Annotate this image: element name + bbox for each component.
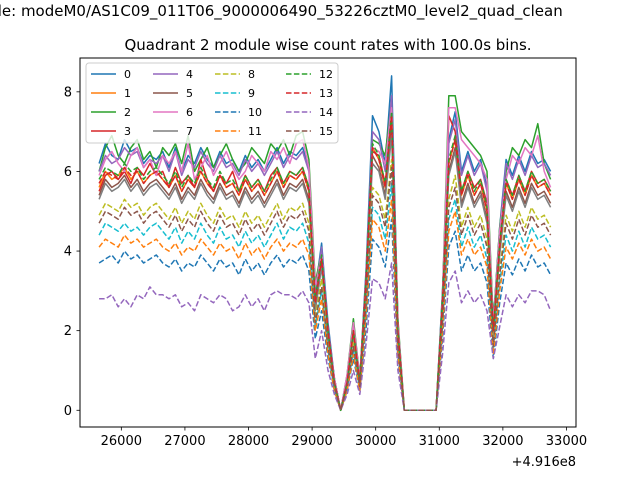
series-line-10 [98, 218, 552, 412]
legend-box [85, 62, 339, 144]
axes-frame [79, 57, 577, 428]
legend-label-3: 3 [124, 125, 131, 138]
y-tick-label: 0 [64, 404, 72, 419]
y-tick-label: 8 [64, 85, 72, 100]
series-line-15 [98, 166, 552, 412]
x-tick-label: 32000 [482, 434, 523, 449]
x-axis-ticks: 26000 27000 28000 29000 30000 31000 32000 33000 [101, 427, 587, 449]
legend-label-5: 5 [186, 87, 193, 100]
series-line-12 [98, 110, 552, 412]
legend-label-11: 11 [248, 125, 262, 138]
legend-label-4: 4 [186, 68, 193, 81]
series-line-14 [99, 262, 552, 412]
legend-label-1: 1 [124, 87, 131, 100]
x-tick-label: 30000 [355, 434, 396, 449]
x-tick-label: 26000 [101, 434, 142, 449]
legend-label-7: 7 [186, 125, 193, 138]
legend-label-0: 0 [124, 68, 131, 81]
x-tick-label: 33000 [546, 434, 587, 449]
y-tick-label: 2 [64, 324, 72, 339]
plot-lines [98, 75, 552, 412]
series-line-9 [98, 182, 552, 412]
legend-label-2: 2 [124, 106, 131, 119]
series-line-7 [98, 134, 552, 412]
x-offset-label: +4.916e8 [512, 455, 576, 470]
x-tick-label: 29000 [291, 434, 332, 449]
legend-label-10: 10 [248, 106, 262, 119]
y-axis-ticks: 0 2 4 6 8 [64, 85, 80, 419]
legend-label-12: 12 [319, 68, 333, 81]
x-tick-label: 28000 [228, 434, 269, 449]
x-tick-label: 31000 [419, 434, 460, 449]
y-tick-label: 6 [64, 165, 72, 180]
chart-title: Quadrant 2 module wise count rates with … [124, 36, 531, 54]
y-tick-label: 4 [64, 245, 72, 260]
figure-suptitle: n file: modeM0/AS1C09_011T06_9000006490_… [0, 2, 563, 20]
legend-label-6: 6 [186, 106, 193, 119]
legend-label-9: 9 [248, 87, 255, 100]
x-tick-label: 27000 [164, 434, 205, 449]
legend-label-13: 13 [319, 87, 333, 100]
legend-label-14: 14 [319, 106, 333, 119]
legend-label-8: 8 [248, 68, 255, 81]
series-line-11 [98, 198, 552, 412]
legend-label-15: 15 [319, 125, 333, 138]
series-line-13 [98, 114, 552, 412]
